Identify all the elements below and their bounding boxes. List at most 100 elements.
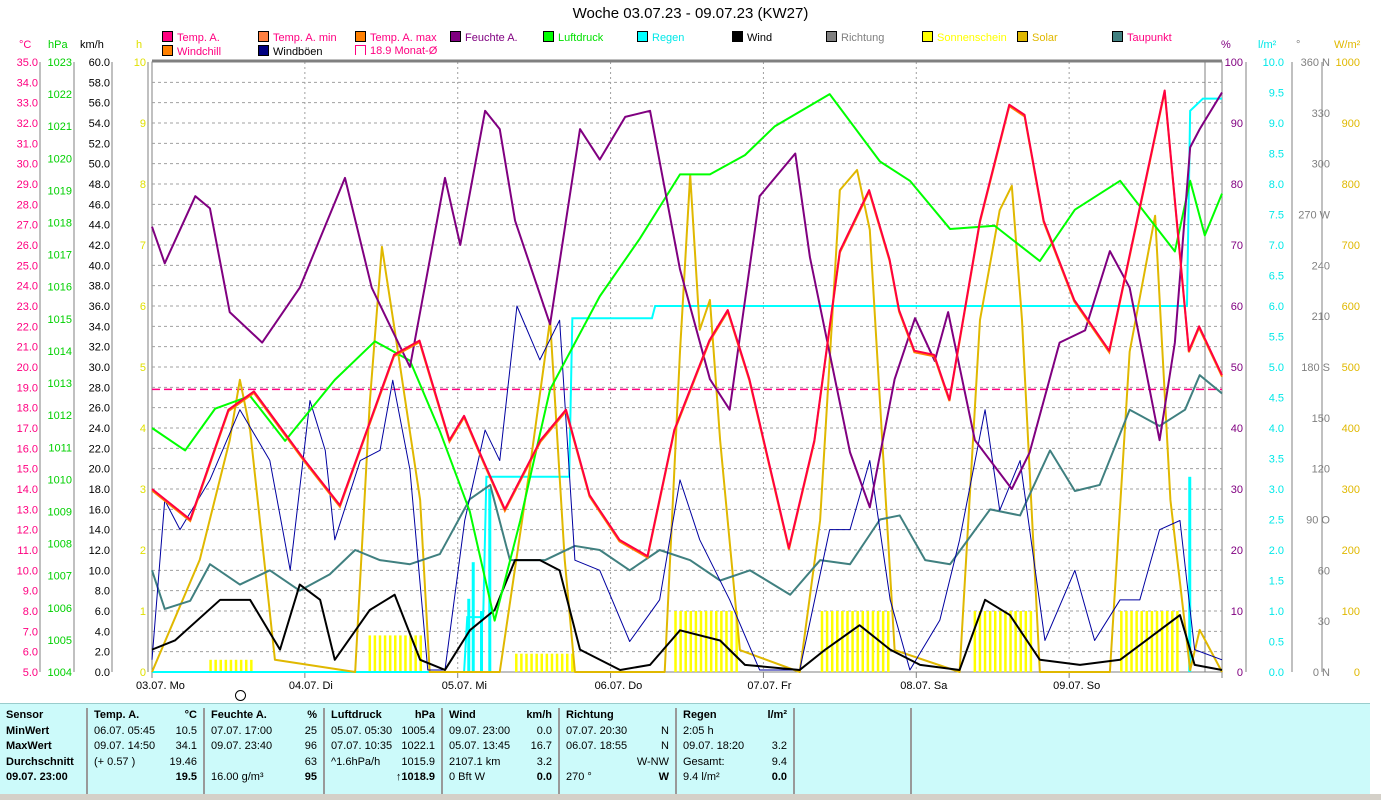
axis-tick-label: 60 [1318,565,1330,577]
sunshine-bar [525,653,528,672]
legend-swatch-icon [355,31,366,42]
axis-tick-label: 3 [140,484,146,496]
legend-item: Windböen [258,45,323,58]
axis-tick-label: 33.0 [17,98,38,110]
sunshine-bar [409,635,412,672]
stats-value: 19.5 [175,771,197,783]
legend-label: Windböen [273,46,323,58]
stats-column: Regen l/m² 2:05 h 09.07. 18:20 3.2 Gesamt: 9.4… [677,708,795,794]
stats-row: ^1.6hPa/h 1015.9 [331,755,435,771]
sunshine-bar [571,653,574,672]
sunshine-bar [886,611,890,672]
sunshine-bar [229,659,233,672]
stats-value: 3.2 [771,740,787,752]
axis-tick-label: 1016 [48,282,72,294]
sunshine-bar [871,611,875,672]
stats-label: 07.07. 10:35 [331,740,393,752]
axis-tick-label: 32.0 [17,118,38,130]
axis-tick-label: 240 [1312,260,1330,272]
axis-tick-label: 50.0 [89,159,110,171]
axis-tick-label: 1008 [48,539,72,551]
axis-tick-label: 5.0 [23,667,38,679]
sunshine-bar [876,611,880,672]
rain-rate-bar [488,489,492,672]
axis-tick-label: 90 O [1306,515,1330,527]
legend-item: Richtung [826,31,884,44]
sunshine-bar [219,659,223,672]
rain-rate-bar [480,611,484,672]
axis-tick-label: 4 [140,423,146,435]
stats-value: ↑1018.9 [395,771,435,783]
stats-value: 96 [304,740,317,752]
axis-tick-label: 18.0 [17,403,38,415]
x-tick-label: 04.07. Di [288,680,333,692]
axis-tick-label: 35.0 [17,57,38,69]
legend-item: Temp. A. [162,31,220,44]
rain-rate-bar [467,598,471,672]
sunshine-bar [1160,611,1164,672]
stats-row: Temp. A. °C [94,708,197,724]
sunshine-bar [1029,611,1033,672]
axis-tick-label: 1023 [48,57,72,69]
axis-tick-label: 4.5 [1269,393,1284,405]
axis-tick-label: 2 [140,545,146,557]
sunshine-bar [825,611,829,672]
stats-value: 95 [304,771,317,783]
axis-tick-label: 6.0 [1269,301,1284,313]
sunshine-bar [414,635,417,672]
stats-label: 05.07. 13:45 [449,740,511,752]
sunshine-bar [866,611,870,672]
axis-tick-label: 50 [1231,362,1243,374]
stats-value: °C [184,709,197,721]
axis-tick-label: 32.0 [89,342,110,354]
temp-a-line [151,89,1223,558]
stats-column: Wind km/h 09.07. 23:00 0.0 05.07. 13:45 16.7 2… [443,708,560,794]
sunshine-bar [679,611,682,672]
stats-column: Sensor MinWert MaxWert Durchschnitt 09.07. 2… [0,708,88,794]
wind-line [151,559,1223,671]
legend-swatch-icon [162,31,173,42]
axis-tick-label: 22.0 [17,321,38,333]
stats-label: Regen [683,709,717,721]
axis-tick-label: 24.0 [89,423,110,435]
stats-value: 10.5 [175,724,197,737]
stats-column: Feuchte A.% 07.07. 17:00 25 09.07. 23:40 96 6… [205,708,325,794]
axis-tick-label: 26.0 [89,403,110,415]
x-tick-label: 03.07. Mo [136,680,185,692]
axis-tick-label: 210 [1312,311,1330,323]
stats-label: (+ 0.57 ) [94,755,136,768]
stats-row: 16.00 g/m³ 95 [211,770,317,786]
axis-tick-label: 6.0 [95,606,110,618]
axis-tick-label: 70 [1231,240,1243,252]
axis-tick-label: 800 [1342,179,1360,191]
sunshine-bar [1125,611,1128,672]
axis-tick-label: 700 [1342,240,1360,252]
sunshine-bar [674,611,677,672]
stats-row [801,770,904,786]
sunshine-bar [234,659,238,672]
sunshine-bar [1130,611,1133,672]
stats-value: 16.7 [530,740,552,752]
legend-swatch-icon [258,31,269,42]
axis-tick-label: 52.0 [89,138,110,150]
stats-row: Luftdruck hPa [331,708,435,724]
axis-tick-label: 1022 [48,89,72,101]
sunshine-bar [214,659,217,672]
axis-tick-label: 1015 [48,314,72,326]
sunshine-bar [988,611,992,672]
axis-tick-label: 100 [1225,57,1243,69]
sunshine-bar [1140,611,1143,672]
sunshine-bar [373,635,377,672]
sunshine-bar [689,611,693,672]
legend-swatch-icon [1017,31,1028,42]
axis-tick-label: 26.0 [17,240,38,252]
axis-tick-label: 38.0 [89,281,110,293]
stats-value: 0.0 [536,724,552,737]
stats-row: Regen l/m² [683,708,787,724]
stats-row [801,708,904,724]
axis-tick-label: 1012 [48,410,72,422]
stats-row: 05.07. 05:30 1005.4 [331,724,435,740]
axis-tick-label: 2.5 [1269,515,1284,527]
axis-tick-label: 5.5 [1269,332,1284,344]
legend-item: Temp. A. min [258,31,337,44]
